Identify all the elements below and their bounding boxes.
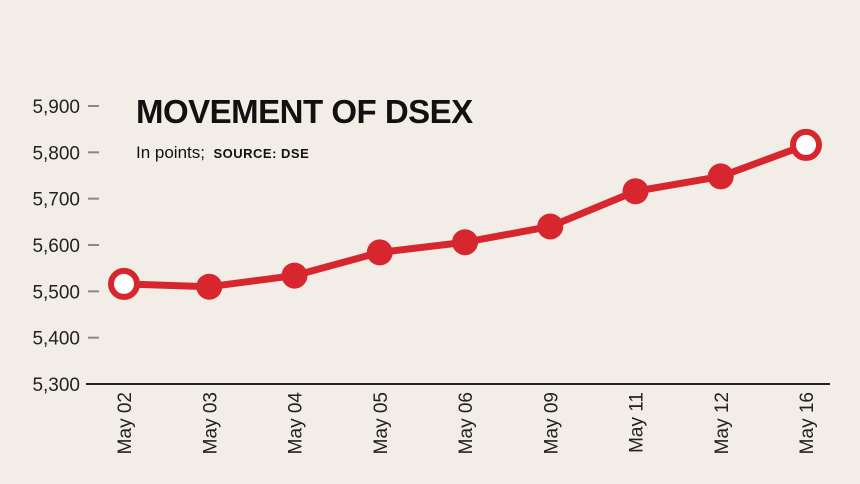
x-tick-label: May 02	[115, 392, 136, 454]
x-tick-label: May 16	[797, 392, 818, 454]
data-point	[196, 273, 223, 300]
data-point	[707, 163, 734, 190]
x-tick-label: May 03	[200, 392, 221, 454]
series-dsex	[108, 128, 822, 300]
y-tick-label: 5,900	[32, 97, 80, 118]
x-tick-label: May 09	[541, 392, 562, 454]
data-point-endpoint	[790, 128, 822, 161]
y-tick-label: 5,500	[32, 282, 80, 303]
data-point	[622, 178, 649, 205]
y-tick-label: 5,700	[32, 190, 80, 211]
data-point	[452, 229, 478, 256]
x-tick-label: May 12	[712, 392, 733, 454]
x-tick-label: May 06	[456, 392, 477, 454]
x-axis: May 02 May 03 May 04 May 05 May 06 May 09 May …	[86, 383, 830, 455]
data-point	[366, 239, 393, 266]
y-tick-label: 5,300	[32, 375, 80, 396]
chart-source: SOURCE: DSE	[213, 146, 309, 161]
y-tick-label: 5,400	[32, 329, 80, 350]
data-point-endpoint	[108, 267, 140, 300]
data-point	[281, 262, 308, 289]
x-tick-label: May 11	[627, 392, 648, 453]
chart-title: MOVEMENT OF DSEX	[136, 93, 473, 130]
chart-subtitle: In points;	[136, 143, 205, 162]
y-tick-label: 5,600	[32, 236, 80, 257]
y-axis: 5,300 5,400 5,500 5,600 5,700 5,800 5,900	[32, 97, 99, 396]
data-point	[537, 213, 564, 240]
x-tick-label: May 05	[371, 392, 392, 454]
chart-subtitle-line: In points; SOURCE: DSE	[136, 143, 309, 162]
y-tick-label: 5,800	[32, 143, 80, 164]
x-tick-label: May 04	[286, 392, 307, 455]
